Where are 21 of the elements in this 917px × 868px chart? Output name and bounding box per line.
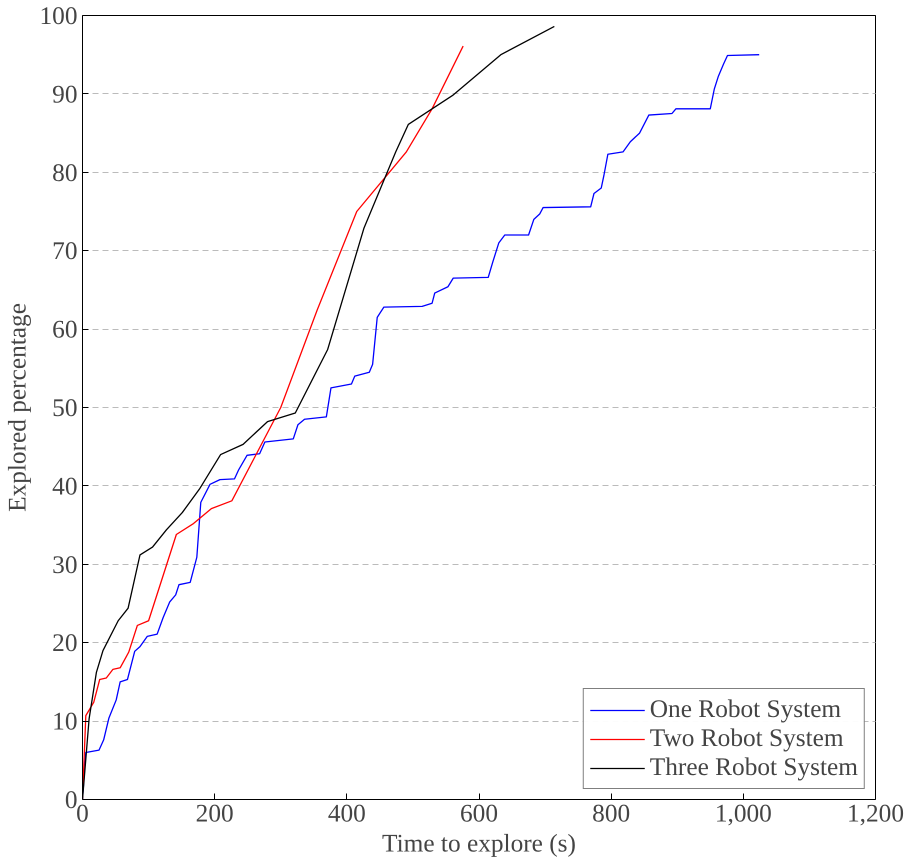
- x-tick-label: 1,000: [714, 800, 772, 828]
- x-axis-title: Time to explore (s): [382, 830, 576, 858]
- legend-label: One Robot System: [650, 695, 842, 724]
- x-tick-label: 400: [328, 800, 366, 828]
- y-tick-label: 20: [52, 629, 78, 658]
- y-tick-label: 30: [52, 550, 78, 579]
- y-tick-label: 80: [52, 158, 78, 187]
- legend-label: Two Robot System: [650, 724, 844, 753]
- x-tick-label: 1,200: [847, 800, 904, 828]
- x-tick-label: 600: [460, 800, 498, 828]
- y-tick-label: 50: [52, 394, 78, 422]
- y-tick-label: 60: [52, 316, 78, 344]
- y-tick-label: 10: [52, 708, 78, 736]
- legend-label: Three Robot System: [650, 753, 858, 782]
- y-axis-title: Explored percentage: [4, 303, 32, 512]
- x-tick-label: 800: [592, 800, 630, 828]
- y-tick-label: 100: [40, 2, 78, 30]
- y-tick-label: 40: [52, 472, 78, 500]
- y-tick-label: 90: [52, 80, 78, 108]
- x-tick-label: 200: [196, 800, 234, 828]
- y-tick-label: 70: [52, 237, 78, 266]
